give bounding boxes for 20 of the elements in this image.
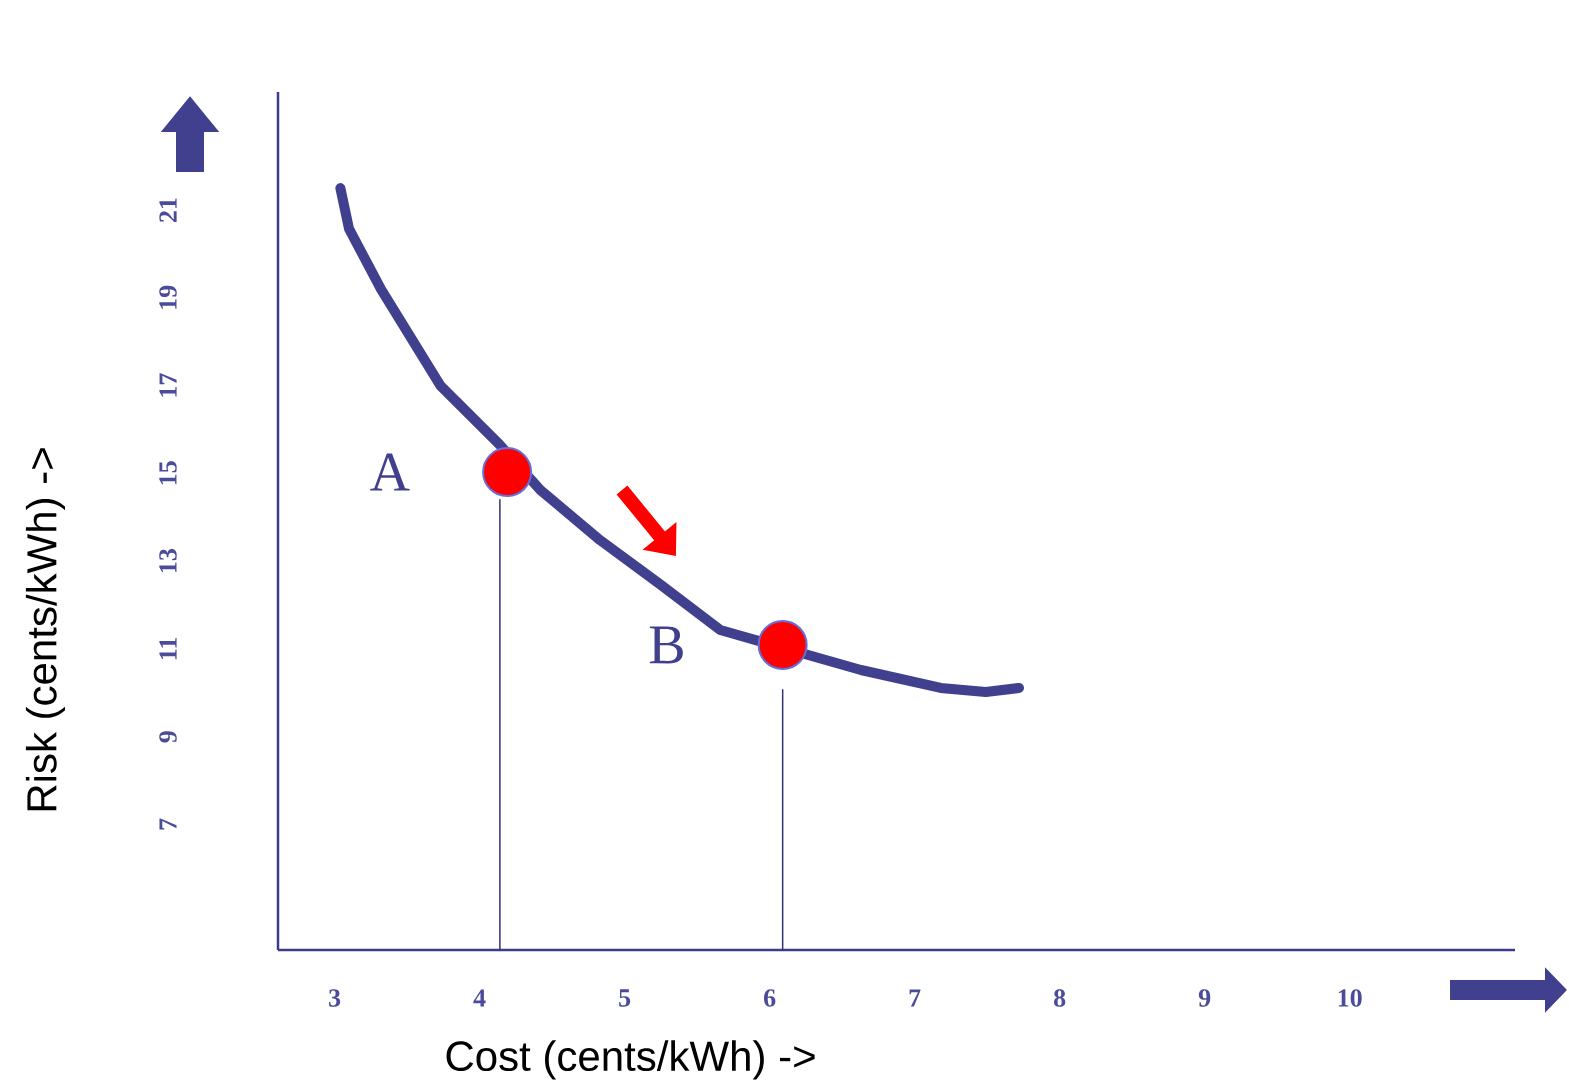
annotation: B: [649, 626, 683, 664]
y-tick-label: 13: [159, 549, 177, 573]
y-axis-title: Risk (cents/kWh) ->: [25, 448, 65, 811]
x-tick-label: 5: [619, 989, 631, 1007]
x-tick-label: 3: [329, 989, 341, 1007]
x-tick-label: 4: [473, 989, 486, 1007]
x-tick-label: 8: [1054, 989, 1066, 1007]
y-tick-label: 15: [159, 461, 177, 485]
x-axis-title: Cost (cents/kWh) ->: [446, 1040, 815, 1080]
y-tick-label: 19: [159, 285, 177, 309]
y-tick-label: 11: [159, 637, 177, 660]
x-tick-label: 7: [909, 989, 921, 1007]
y-tick-label: 9: [159, 731, 177, 743]
y-tick-label: 7: [159, 818, 177, 830]
x-tick-label: 6: [763, 989, 776, 1007]
y-tick-label: 17: [159, 373, 177, 397]
x-tick-label: 10: [1338, 989, 1362, 1007]
annotation: A: [370, 453, 410, 491]
y-tick-label: 21: [159, 198, 177, 222]
x-tick-label: 9: [1198, 989, 1211, 1007]
